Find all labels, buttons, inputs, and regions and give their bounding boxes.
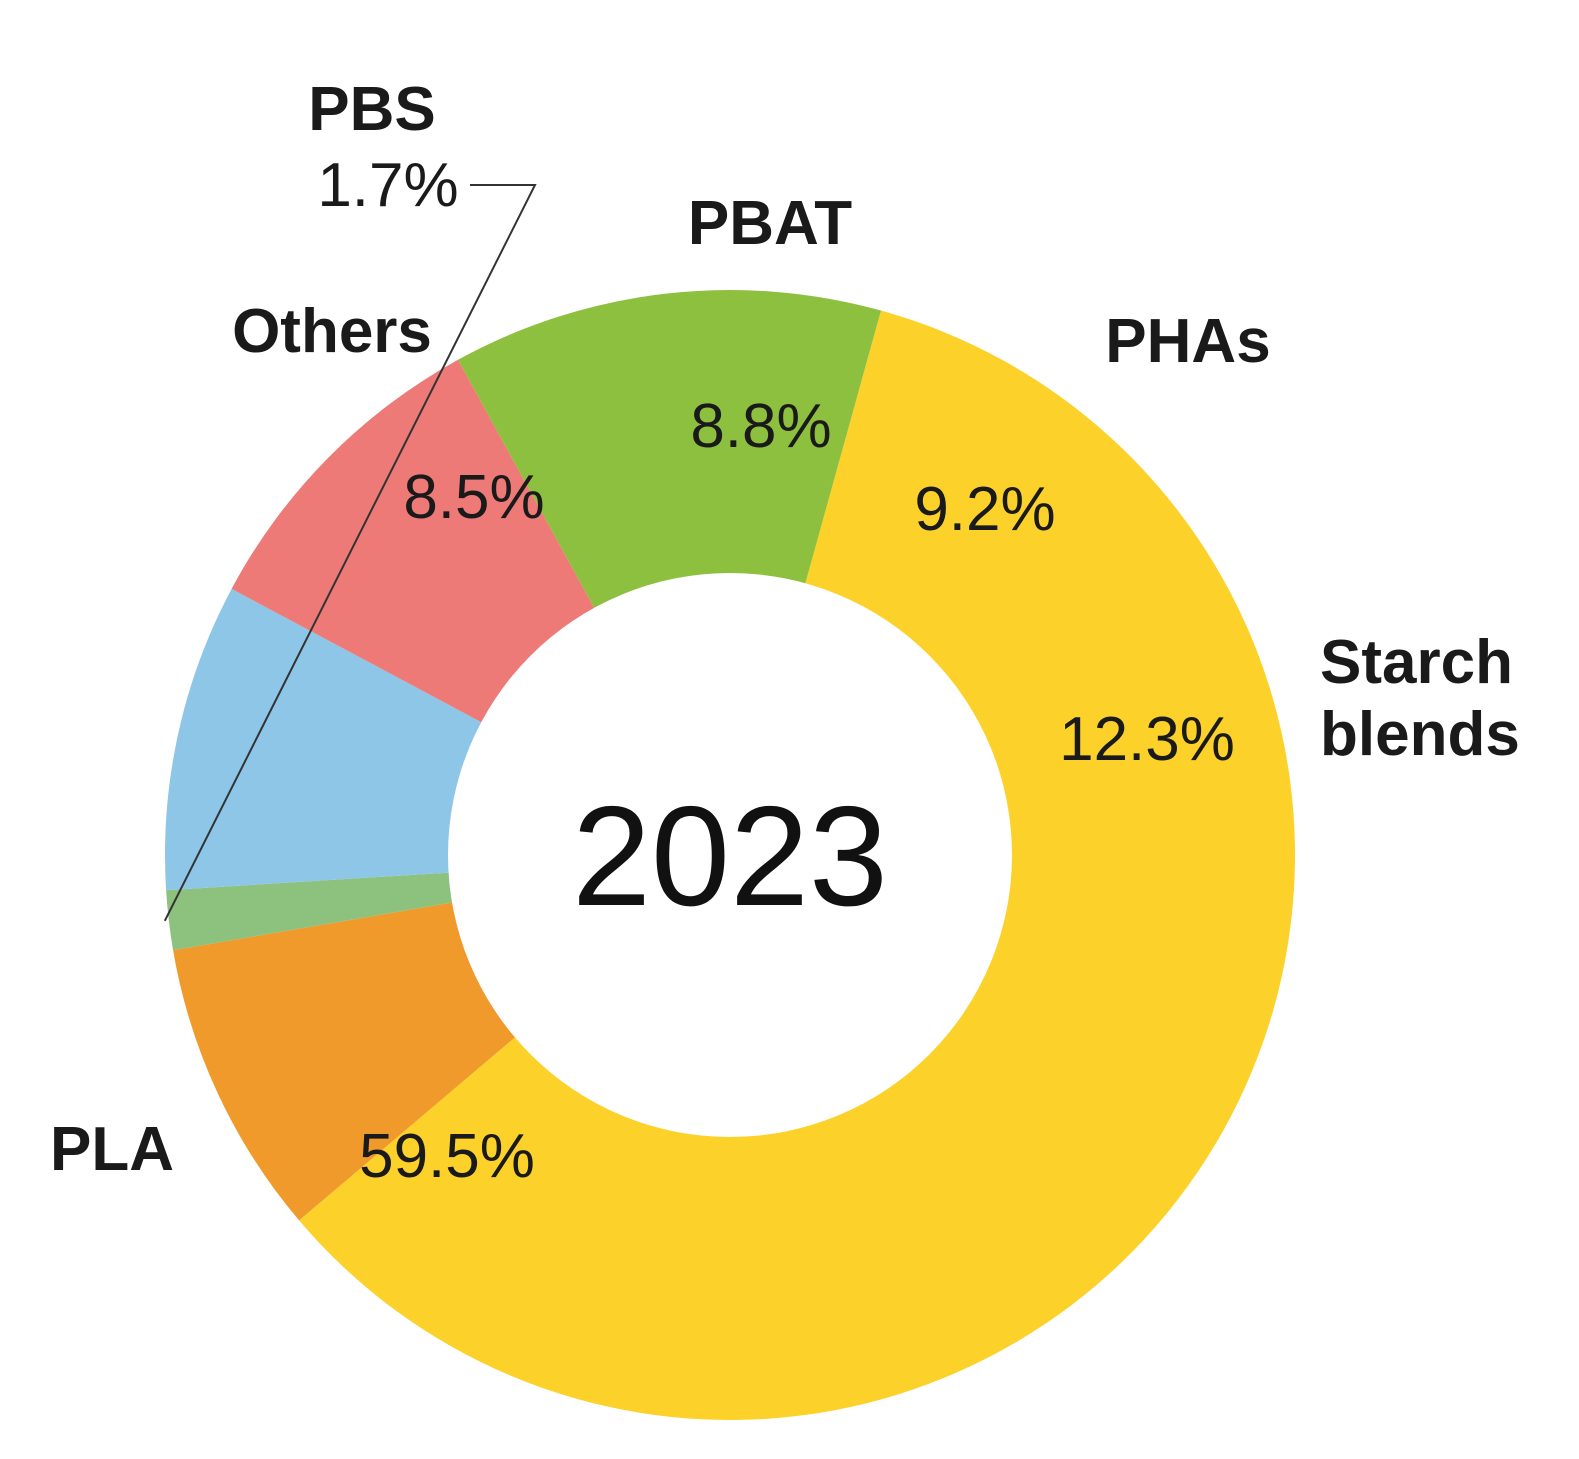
value-label-pbat: 8.8% xyxy=(690,392,831,461)
value-label-pla: 59.5% xyxy=(359,1122,535,1191)
category-label-others: Others xyxy=(232,297,432,366)
category-label-starch-blends: Starch blends xyxy=(1320,628,1520,769)
donut-hole xyxy=(448,573,1012,1137)
category-label-pla: PLA xyxy=(50,1115,174,1184)
value-label-pbs: 1.7% xyxy=(317,151,458,220)
center-year-label: 2023 xyxy=(572,777,888,936)
labels-layer: PLA 59.5% Others 8.5% PBS 1.7% PBAT 8.8% PHAs 9.2… xyxy=(50,75,1520,1191)
category-label-pbs: PBS xyxy=(308,75,435,144)
leader-lines xyxy=(163,184,537,922)
leader-line-pbs xyxy=(163,184,537,922)
slice-starch-blends xyxy=(457,290,881,855)
value-label-starch-blends: 12.3% xyxy=(1059,705,1235,774)
category-label-pbat: PBAT xyxy=(688,189,852,258)
value-label-others: 8.5% xyxy=(403,463,544,532)
category-label-phas: PHAs xyxy=(1105,307,1270,376)
value-label-phas: 9.2% xyxy=(914,475,1055,544)
